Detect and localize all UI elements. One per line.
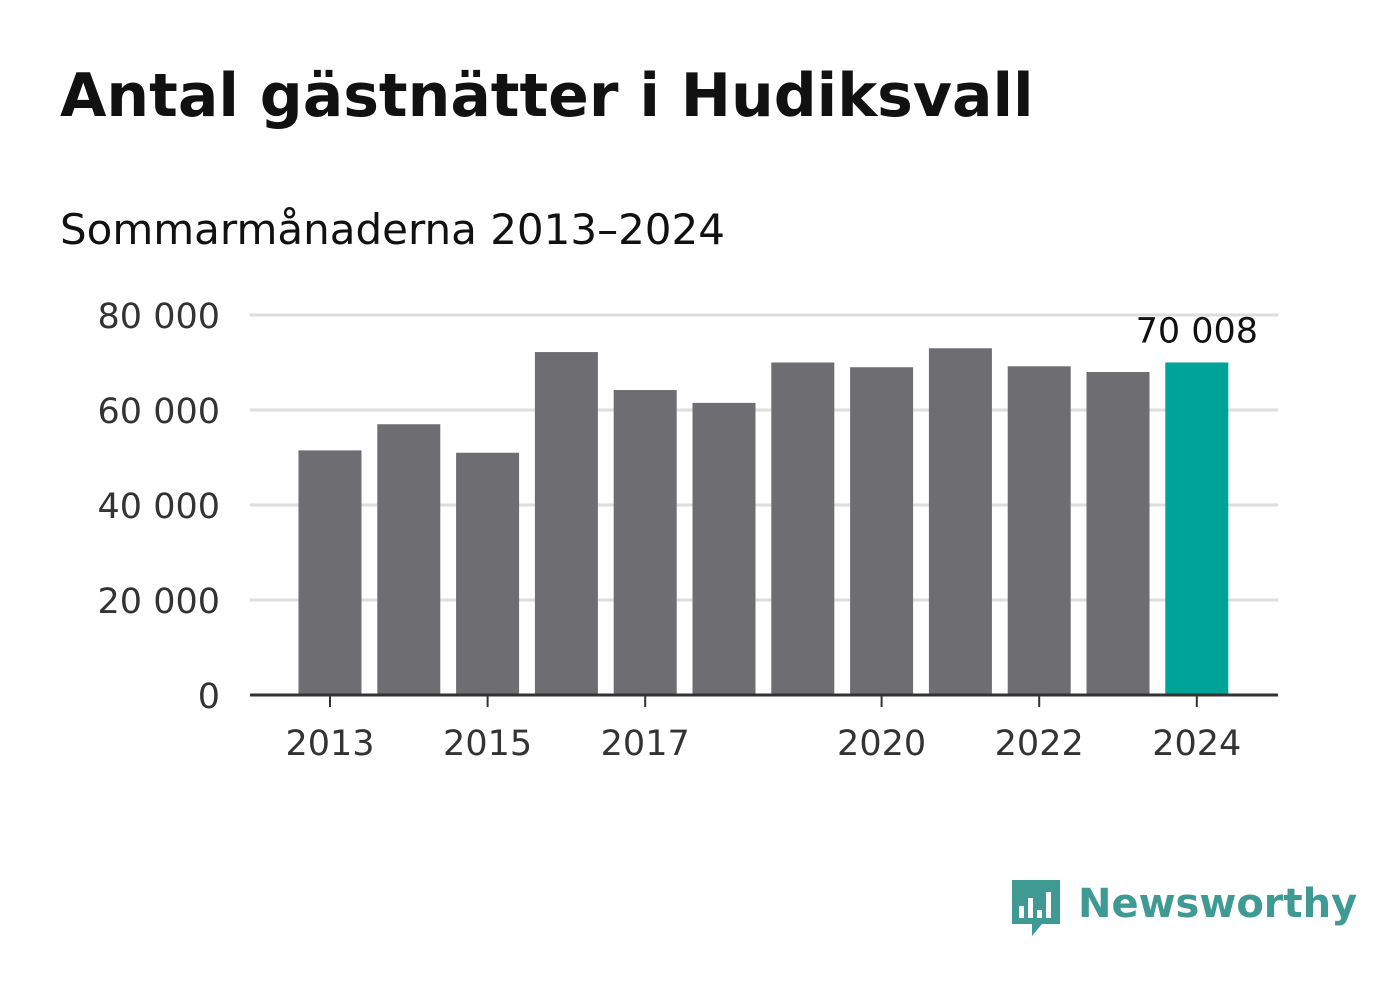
bar-2024 — [1165, 362, 1229, 695]
highlight-value-label: 70 008 — [1136, 311, 1258, 351]
bar-2022 — [1007, 366, 1071, 695]
chart-subtitle: Sommarmånaderna 2013–2024 — [60, 205, 725, 254]
y-tick-label: 80 000 — [98, 297, 220, 337]
x-tick-label: 2015 — [443, 724, 532, 764]
y-tick-label: 0 — [198, 677, 220, 717]
bar-2021 — [928, 348, 992, 695]
bar-2018 — [692, 402, 756, 695]
bar-2013 — [298, 450, 362, 695]
y-axis: 0 20 000 40 000 60 000 80 000 — [98, 297, 220, 717]
bar-2019 — [771, 362, 835, 695]
bar-2015 — [456, 452, 520, 695]
x-tick-label: 2013 — [285, 724, 374, 764]
x-tick-label: 2020 — [837, 724, 926, 764]
y-tick-label: 60 000 — [98, 392, 220, 432]
y-tick-label: 20 000 — [98, 582, 220, 622]
bar-2020 — [850, 367, 914, 695]
bar-2016 — [534, 352, 598, 695]
newsworthy-logo-icon — [1012, 880, 1060, 936]
x-tick-labels: 2013 2015 2017 2020 2022 2024 — [285, 724, 1241, 764]
chart-title: Antal gästnätter i Hudiksvall — [60, 61, 1034, 131]
y-tick-label: 40 000 — [98, 487, 220, 527]
x-tick-label: 2022 — [995, 724, 1084, 764]
x-axis — [250, 693, 1278, 707]
bar-2014 — [377, 424, 441, 695]
bar-2023 — [1086, 372, 1150, 695]
x-tick-label: 2017 — [601, 724, 690, 764]
bar-2017 — [613, 390, 677, 695]
bars — [298, 348, 1229, 695]
annotations: 70 008 — [1136, 311, 1258, 351]
brand-name: Newsworthy — [1078, 881, 1358, 927]
x-tick-label: 2024 — [1152, 724, 1241, 764]
